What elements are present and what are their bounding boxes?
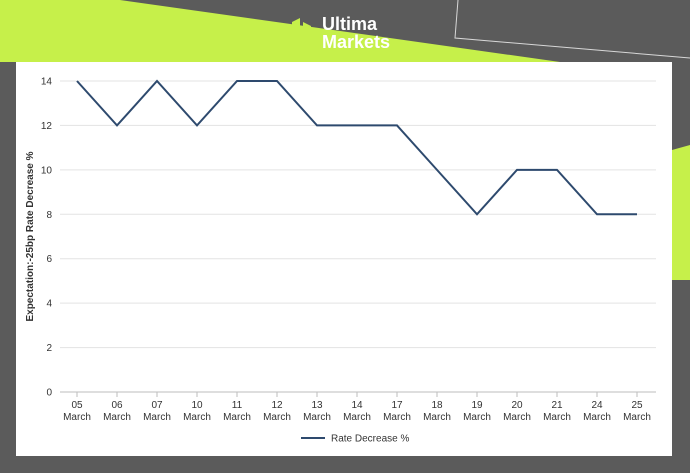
background-accent-side — [672, 145, 690, 280]
y-tick-label: 12 — [41, 121, 53, 132]
x-tick-label: 07 March — [143, 400, 171, 423]
line-chart: 0 2 4 6 8 10 12 14 05 March 06 March 07 March 10 March 1… — [25, 77, 656, 445]
y-tick-label: 2 — [46, 343, 52, 354]
y-axis-title: Expectation:-25bp Rate Decrease % — [25, 151, 36, 321]
x-tick-label: 18 March — [423, 400, 451, 423]
y-tick-label: 0 — [46, 388, 52, 399]
series-line — [76, 79, 637, 216]
brand-name-line1: Ultima — [322, 14, 378, 34]
y-tick-label: 8 — [46, 210, 52, 221]
x-tick-label: 21 March — [543, 400, 571, 423]
x-tick-label: 12 March — [263, 400, 291, 423]
gridlines — [60, 80, 656, 349]
brand-logo: Ultima Markets — [292, 14, 390, 52]
axes — [60, 391, 656, 397]
brand-name-line2: Markets — [322, 32, 391, 52]
x-tick-label: 10 March — [183, 400, 211, 423]
x-tick-label: 05 March — [63, 400, 91, 423]
x-tick-label: 13 March — [303, 400, 331, 423]
tick-labels: 0 2 4 6 8 10 12 14 05 March 06 March 07 March 10 March 1… — [41, 77, 651, 424]
y-tick-label: 4 — [46, 299, 52, 310]
background-line-decoration — [454, 0, 690, 59]
x-tick-label: 14 March — [343, 400, 371, 423]
x-tick-label: 20 March — [503, 400, 531, 423]
legend[interactable]: Rate Decrease % — [301, 434, 409, 445]
brand-name: Ultima Markets — [322, 15, 390, 51]
series — [76, 79, 638, 216]
x-tick-label: 25 March — [623, 400, 651, 423]
x-tick-label: 17 March — [383, 400, 411, 423]
ultima-markets-logo-icon — [292, 18, 311, 48]
y-tick-label: 6 — [46, 254, 52, 265]
y-tick-label: 14 — [41, 77, 53, 88]
legend-label: Rate Decrease % — [331, 434, 409, 445]
y-tick-label: 10 — [41, 165, 53, 176]
background-accent-top — [0, 0, 560, 62]
x-tick-label: 19 March — [463, 400, 491, 423]
chart-card: 0 2 4 6 8 10 12 14 05 March 06 March 07 March 10 March 1… — [16, 62, 672, 456]
x-tick-label: 11 March — [223, 400, 251, 423]
x-tick-label: 24 March — [583, 400, 611, 423]
x-tick-label: 06 March — [103, 400, 131, 423]
